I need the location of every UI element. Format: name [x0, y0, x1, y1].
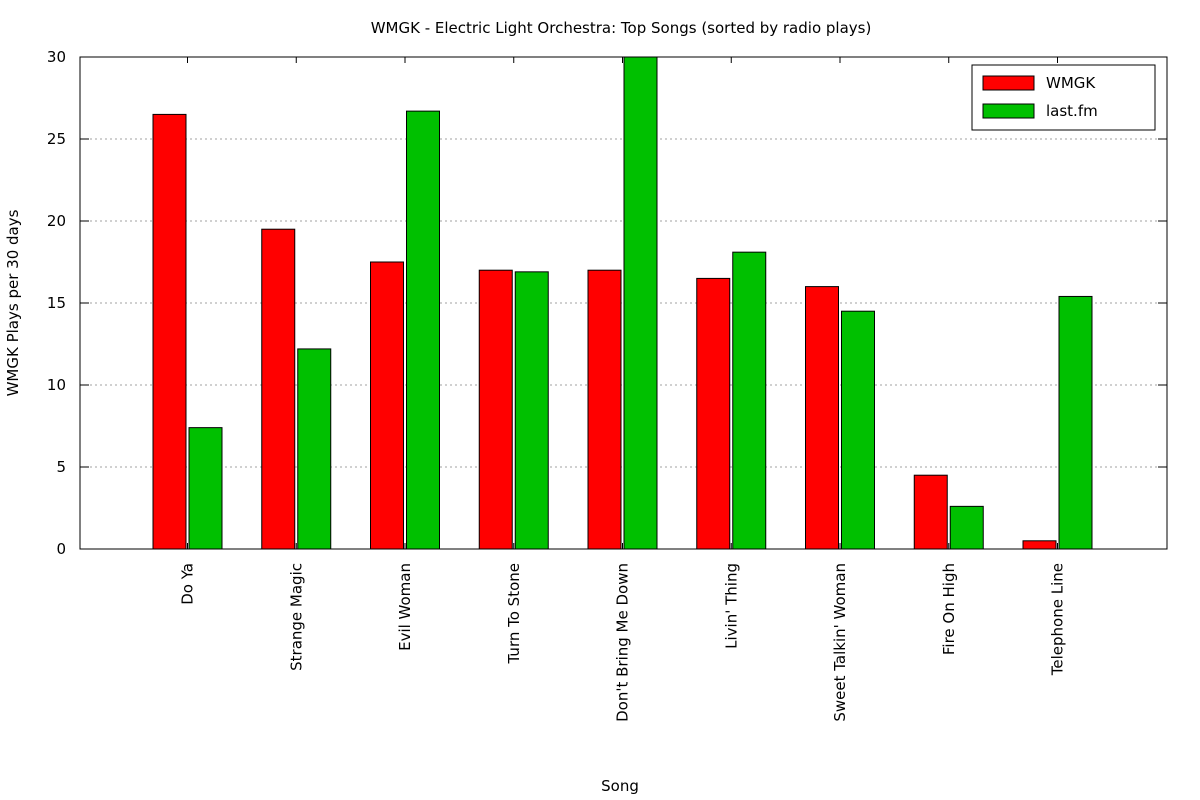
bar-wmgk — [696, 277, 731, 550]
bar-wmgk — [1022, 540, 1057, 550]
legend-swatch-wmgk — [982, 75, 1035, 91]
x-tick-label: Turn To Stone — [505, 563, 523, 664]
x-tick-label: Do Ya — [179, 563, 197, 605]
y-axis-title: WMGK Plays per 30 days — [4, 209, 22, 396]
bar-wmgk — [805, 286, 839, 550]
y-tick-label: 20 — [47, 212, 66, 230]
category-labels: Do Ya Strange Magic Evil Woman Turn To Ston… — [179, 563, 1067, 722]
bar-wmgk — [261, 228, 296, 550]
y-tick-label: 0 — [56, 540, 66, 558]
chart-title: WMGK - Electric Light Orchestra: Top Son… — [371, 19, 872, 37]
legend-swatch-lastfm — [982, 103, 1035, 119]
y-tick-label: 15 — [47, 294, 66, 312]
bar-wmgk — [913, 474, 948, 550]
x-tick-label: Fire On High — [940, 563, 958, 655]
legend-label-wmgk: WMGK — [1046, 74, 1096, 92]
x-tick-label: Livin' Thing — [722, 563, 740, 649]
bar-lastfm — [1058, 295, 1093, 550]
legend-label-lastfm: last.fm — [1046, 102, 1098, 120]
x-tick-label: Sweet Talkin' Woman — [831, 563, 849, 722]
legend: WMGK last.fm — [971, 64, 1156, 131]
bar-wmgk — [370, 261, 404, 550]
y-tick-label: 30 — [47, 48, 66, 66]
bar-lastfm — [841, 310, 875, 550]
bar-wmgk — [152, 113, 187, 550]
bar-lastfm — [297, 348, 332, 550]
bar-wmgk — [478, 269, 513, 550]
x-tick-label: Evil Woman — [396, 563, 414, 651]
axis-ticks: 0 5 10 15 20 25 30 — [47, 48, 1167, 558]
x-axis-title: Song — [601, 777, 639, 795]
bar-wmgk — [587, 269, 622, 550]
bar-lastfm — [623, 56, 658, 550]
bar-lastfm — [188, 427, 223, 550]
bar-lastfm — [514, 271, 549, 550]
y-tick-label: 25 — [47, 130, 66, 148]
y-tick-label: 5 — [56, 458, 66, 476]
grid-lines — [80, 138, 1167, 468]
bars — [152, 56, 1093, 550]
bar-lastfm — [732, 251, 767, 550]
x-tick-label: Strange Magic — [287, 563, 305, 671]
x-tick-label: Telephone Line — [1049, 563, 1067, 676]
x-tick-label: Don't Bring Me Down — [614, 563, 632, 722]
bar-lastfm — [406, 110, 440, 550]
bar-lastfm — [949, 505, 984, 550]
y-tick-label: 10 — [47, 376, 66, 394]
